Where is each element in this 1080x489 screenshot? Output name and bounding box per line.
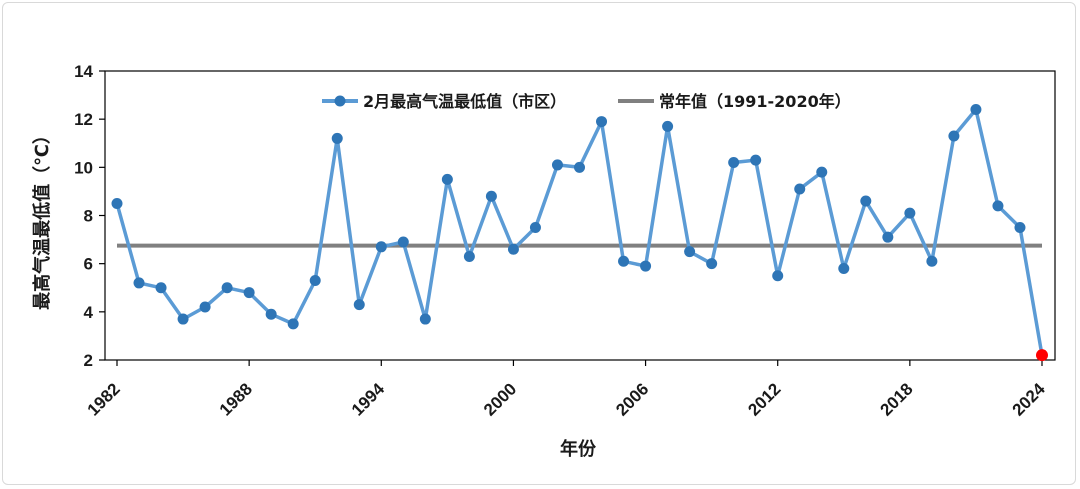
tick-labels: 2 4 6 8 10 12 14 1982 1988 1994 2000 2006 2012 2018 20… <box>74 62 1049 420</box>
data-point <box>243 287 255 299</box>
data-point <box>596 116 608 128</box>
data-point <box>441 173 453 185</box>
data-point <box>177 313 189 325</box>
data-point <box>728 157 740 169</box>
data-point <box>375 241 387 253</box>
y-tick-label: 4 <box>84 303 94 322</box>
y-tick-label: 14 <box>74 62 93 81</box>
data-point <box>772 270 784 282</box>
x-tick-label: 1994 <box>348 379 389 420</box>
x-tick-label: 2006 <box>612 379 652 419</box>
data-point <box>111 197 123 209</box>
data-point <box>926 255 938 267</box>
legend-label-series: 2月最高气温最低值（市区） <box>363 92 566 111</box>
data-point <box>904 207 916 219</box>
data-point <box>133 277 145 289</box>
y-axis-label: 最高气温最低值（℃） <box>31 126 53 310</box>
data-point <box>529 222 541 234</box>
data-point <box>882 231 894 243</box>
data-point <box>992 200 1004 212</box>
data-point-highlight <box>1036 349 1048 362</box>
data-point <box>794 183 806 195</box>
data-point <box>1014 222 1026 234</box>
data-point <box>970 104 982 116</box>
data-point <box>309 275 321 287</box>
legend-marker-series <box>334 95 346 107</box>
data-point <box>574 161 585 173</box>
data-point <box>463 250 475 262</box>
data-point <box>199 301 211 313</box>
series-line <box>115 107 1044 356</box>
x-tick-label: 2024 <box>1009 379 1050 420</box>
data-point <box>265 308 277 320</box>
data-point <box>331 132 343 144</box>
chart-axes <box>99 70 1056 366</box>
data-point <box>397 236 409 248</box>
series-line-layer <box>115 107 1044 356</box>
legend: 2月最高气温最低值（市区） 常年值（1991-2020年） <box>322 92 851 111</box>
data-point <box>507 243 519 255</box>
data-point <box>684 246 696 258</box>
data-point <box>485 190 497 202</box>
data-point <box>287 318 299 330</box>
y-tick-label: 10 <box>74 158 93 177</box>
data-point <box>640 260 652 272</box>
x-tick-label: 2012 <box>744 379 784 419</box>
data-point <box>353 299 365 311</box>
data-point <box>948 130 960 142</box>
x-tick-label: 2018 <box>877 379 917 419</box>
data-point <box>662 120 674 132</box>
x-tick-label: 1988 <box>216 379 256 419</box>
y-tick-label: 2 <box>84 351 93 370</box>
data-point <box>750 154 762 166</box>
data-point <box>155 282 167 294</box>
y-tick-label: 6 <box>84 255 93 274</box>
data-point <box>816 166 828 178</box>
data-point <box>860 195 872 207</box>
data-point <box>838 262 850 274</box>
data-point <box>706 258 718 270</box>
y-tick-label: 12 <box>74 110 93 129</box>
x-tick-label: 2000 <box>480 379 520 419</box>
x-axis-label: 年份 <box>560 438 597 460</box>
data-point <box>419 313 431 325</box>
data-point <box>551 159 563 171</box>
y-tick-label: 8 <box>84 207 93 226</box>
legend-label-normal: 常年值（1991-2020年） <box>659 92 851 111</box>
data-point <box>618 255 630 267</box>
x-tick-label: 1982 <box>84 379 124 419</box>
data-point <box>221 282 233 294</box>
series-markers-layer <box>111 104 1048 362</box>
